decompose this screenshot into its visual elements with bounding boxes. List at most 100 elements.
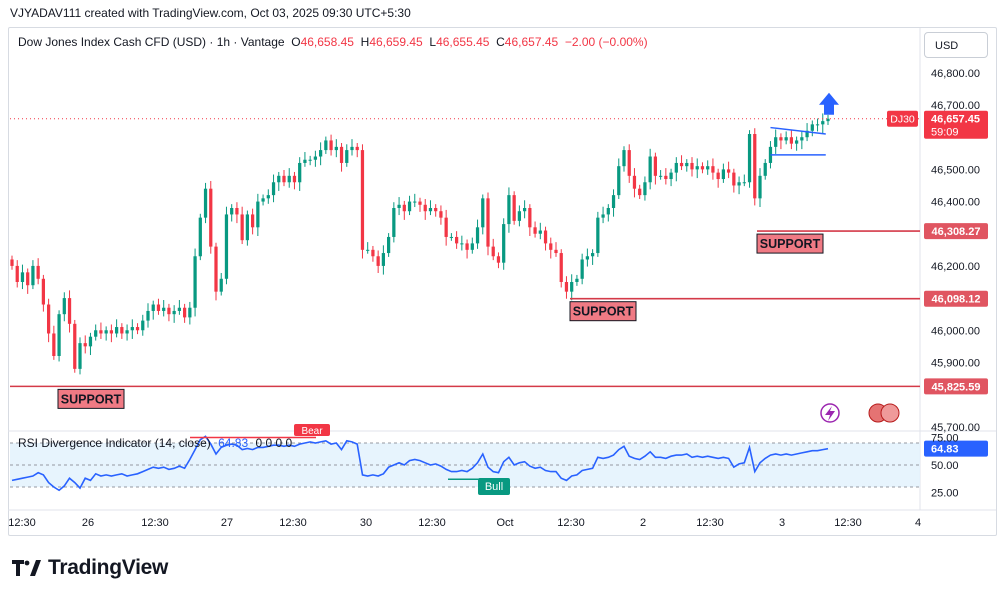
open-value: 46,658.45 <box>300 35 354 49</box>
currency-button[interactable]: USD <box>924 32 988 58</box>
time-tick-label: 12:30 <box>418 517 446 529</box>
flag-upper-line[interactable] <box>770 126 826 135</box>
bull-signal[interactable] <box>478 478 510 495</box>
candle <box>763 159 767 180</box>
price-tick-label: 46,400.00 <box>931 197 980 209</box>
candle <box>209 180 213 254</box>
candle <box>303 152 307 167</box>
candle <box>46 298 51 343</box>
candle <box>815 118 820 132</box>
time-tick-label: 4 <box>915 517 921 529</box>
candle <box>350 139 354 156</box>
support-label-box[interactable] <box>57 388 125 409</box>
time-tick-label: 30 <box>360 517 372 529</box>
rsi-name: RSI Divergence Indicator (14, close) <box>18 436 211 450</box>
candle <box>282 170 286 187</box>
candle <box>512 191 516 225</box>
time-tick-label: 3 <box>779 517 785 529</box>
candle <box>88 332 93 356</box>
candle <box>167 303 171 322</box>
candle <box>298 157 302 191</box>
candle <box>753 128 757 206</box>
time-tick-label: 12:30 <box>557 517 585 529</box>
candle <box>580 253 584 285</box>
candle <box>784 131 788 145</box>
candle <box>821 113 825 134</box>
candle <box>135 323 140 335</box>
candle <box>711 158 715 180</box>
time-tick-label: 27 <box>221 517 233 529</box>
time-tick-label: 2 <box>640 517 646 529</box>
candle <box>52 325 56 360</box>
candle <box>826 114 830 125</box>
candle <box>423 198 427 220</box>
candle <box>308 155 312 166</box>
support-price-label: 45,825.59 <box>932 381 981 393</box>
candle <box>617 158 621 199</box>
chart-credit: VJYADAV111 created with TradingView.com,… <box>10 6 411 20</box>
time-tick-label: 12:30 <box>834 517 862 529</box>
candle <box>747 130 752 188</box>
candle <box>83 335 87 354</box>
us-flag-icon[interactable] <box>880 403 900 423</box>
candle <box>690 157 694 177</box>
symbol-title[interactable]: Dow Jones Index Cash CFD (USD) · 1h · Va… <box>18 35 285 49</box>
rsi-legend[interactable]: RSI Divergence Indicator (14, close) 64.… <box>18 436 292 450</box>
candle <box>439 205 443 225</box>
candle <box>700 162 705 174</box>
candle <box>78 337 82 375</box>
candle <box>449 233 454 241</box>
open-label: O <box>291 35 301 49</box>
candle <box>141 314 145 336</box>
candle <box>366 242 370 254</box>
candle <box>318 142 323 166</box>
candle <box>779 133 783 150</box>
candle <box>203 182 208 224</box>
rsi-value-label: 64.83 <box>931 444 959 456</box>
support-label-box[interactable] <box>569 301 637 322</box>
time-tick-label: 12:30 <box>696 517 724 529</box>
candle <box>41 274 46 312</box>
candle <box>674 157 678 182</box>
candle <box>486 192 490 256</box>
support-price-label: 46,308.27 <box>932 226 981 238</box>
candle <box>355 143 359 158</box>
price-tick-label: 45,900.00 <box>931 357 980 369</box>
candle <box>632 168 637 198</box>
candle <box>716 168 720 188</box>
candle <box>685 159 689 172</box>
candle <box>732 168 736 193</box>
countdown-label: 59:09 <box>931 127 959 139</box>
price-tick-label: 46,800.00 <box>931 68 980 80</box>
candle <box>622 146 626 172</box>
candle <box>397 197 401 216</box>
candle <box>182 303 187 323</box>
candle <box>156 298 161 315</box>
candle <box>496 252 501 269</box>
candle <box>230 204 234 222</box>
bear-signal[interactable] <box>294 424 330 436</box>
candle <box>109 324 114 343</box>
candle <box>758 168 762 208</box>
candle <box>271 174 276 203</box>
brand-logo[interactable]: TradingView <box>12 556 168 580</box>
low-value: 46,655.45 <box>436 35 490 49</box>
rsi-tick-label: 25.00 <box>931 488 959 500</box>
candle <box>664 168 668 185</box>
up-arrow-icon[interactable] <box>819 92 839 115</box>
high-label: H <box>360 35 370 49</box>
candle <box>695 158 699 179</box>
candle <box>188 301 192 325</box>
candle <box>658 170 663 180</box>
candle <box>224 206 229 285</box>
candle <box>418 197 422 212</box>
candle <box>643 176 647 201</box>
candle <box>810 120 814 137</box>
rsi-line[interactable] <box>11 435 829 492</box>
support-label-box[interactable] <box>756 233 824 254</box>
price-tick-label: 45,700.00 <box>931 422 980 434</box>
candle <box>564 276 569 299</box>
candle <box>669 168 673 187</box>
candle <box>20 264 25 290</box>
